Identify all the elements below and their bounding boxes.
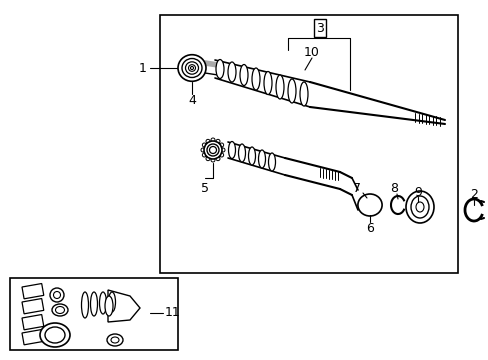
Ellipse shape (205, 157, 209, 161)
Ellipse shape (221, 148, 224, 152)
Ellipse shape (53, 292, 61, 298)
Bar (10, 278, 178, 350)
Bar (22, 315, 44, 330)
Ellipse shape (363, 199, 376, 211)
Ellipse shape (360, 197, 379, 213)
Ellipse shape (240, 64, 247, 85)
Ellipse shape (182, 58, 202, 77)
Ellipse shape (216, 59, 224, 78)
Ellipse shape (415, 202, 423, 212)
Ellipse shape (108, 292, 115, 312)
Text: 10: 10 (304, 45, 319, 58)
Ellipse shape (410, 196, 428, 218)
Ellipse shape (367, 203, 371, 207)
Text: 11: 11 (165, 306, 181, 320)
Ellipse shape (55, 306, 64, 314)
Text: 3: 3 (315, 22, 323, 35)
Ellipse shape (366, 202, 373, 208)
Ellipse shape (185, 62, 198, 74)
Ellipse shape (190, 67, 193, 69)
Ellipse shape (227, 62, 236, 82)
Ellipse shape (299, 82, 307, 106)
Text: 1: 1 (139, 62, 146, 75)
Ellipse shape (210, 158, 215, 162)
Text: 9: 9 (413, 185, 421, 198)
Ellipse shape (205, 139, 209, 143)
Ellipse shape (50, 288, 64, 302)
Ellipse shape (178, 55, 205, 81)
Ellipse shape (107, 334, 123, 346)
Bar (22, 329, 44, 345)
Ellipse shape (210, 138, 215, 142)
Ellipse shape (201, 148, 204, 152)
Ellipse shape (209, 147, 216, 153)
Ellipse shape (216, 139, 220, 143)
Text: 6: 6 (366, 221, 373, 234)
Ellipse shape (90, 292, 97, 316)
Ellipse shape (111, 337, 119, 343)
Ellipse shape (264, 72, 271, 94)
Ellipse shape (105, 296, 113, 316)
Ellipse shape (81, 292, 88, 318)
Ellipse shape (99, 292, 106, 314)
Bar (22, 284, 44, 299)
Ellipse shape (405, 191, 433, 223)
Ellipse shape (202, 143, 206, 147)
Ellipse shape (188, 65, 195, 71)
Ellipse shape (216, 157, 220, 161)
Ellipse shape (251, 68, 260, 90)
Polygon shape (108, 290, 140, 322)
Ellipse shape (45, 327, 65, 343)
Ellipse shape (258, 150, 265, 168)
Ellipse shape (357, 194, 381, 216)
Ellipse shape (203, 141, 222, 159)
Ellipse shape (40, 323, 70, 347)
Ellipse shape (238, 144, 245, 162)
Ellipse shape (52, 304, 68, 316)
Ellipse shape (275, 75, 284, 99)
Ellipse shape (287, 79, 295, 103)
Ellipse shape (248, 147, 255, 165)
Bar (160, 15, 457, 273)
Ellipse shape (228, 141, 235, 158)
Text: 2: 2 (469, 188, 477, 201)
Text: 8: 8 (389, 181, 397, 194)
Ellipse shape (202, 153, 206, 157)
Ellipse shape (268, 153, 275, 171)
Ellipse shape (219, 153, 223, 157)
Text: 7: 7 (352, 181, 360, 194)
Ellipse shape (219, 143, 223, 147)
Bar (22, 298, 44, 314)
Ellipse shape (206, 144, 219, 156)
Text: 4: 4 (188, 94, 196, 107)
Text: 5: 5 (201, 181, 208, 194)
